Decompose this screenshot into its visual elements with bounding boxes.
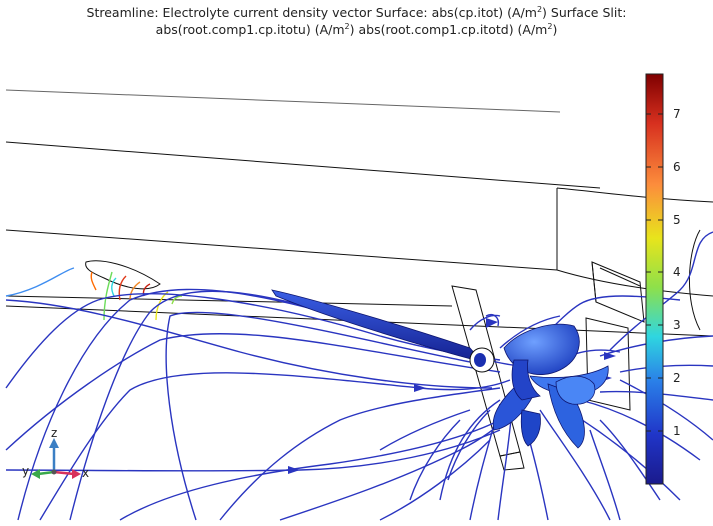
color-legend-tick-label: 3 (673, 318, 681, 332)
y-axis-label: y (22, 464, 29, 478)
x-axis-arrow (53, 470, 75, 476)
title-line2-sup1: 2 (344, 21, 350, 31)
y-axis-arrow (37, 470, 55, 476)
title-line2-sup2: 2 (547, 21, 553, 31)
color-legend-tick-label: 1 (673, 424, 681, 438)
x-axis-label: x (82, 466, 89, 480)
propeller-shaft (271, 289, 484, 363)
shaft-bearing-core (474, 353, 486, 367)
x-axis-head (72, 469, 81, 479)
color-legend-tick-label: 5 (673, 213, 681, 227)
title-line1-b: ) Surface Slit: (542, 5, 627, 20)
axis-triad: z y x (22, 426, 89, 480)
title-line1-a: Streamline: Electrolyte current density … (86, 5, 537, 20)
color-legend-tick-label: 6 (673, 160, 681, 174)
color-legend: 7 6 5 4 3 2 1 (645, 73, 681, 485)
y-axis-head (31, 469, 40, 479)
color-legend-ticks: 7 6 5 4 3 2 1 (646, 107, 681, 438)
title-line2-a: abs(root.comp1.cp.itotu) (A/m (155, 22, 345, 37)
title-line2-b: ) abs(root.comp1.cp.itotd) (A/m (349, 22, 548, 37)
color-legend-bar (645, 73, 664, 485)
color-legend-tick-label: 7 (673, 107, 681, 121)
z-axis-head (49, 438, 59, 448)
propeller (492, 323, 609, 449)
title-line2-c: ) (552, 22, 558, 37)
z-axis-label: z (51, 426, 57, 440)
plot-title: Streamline: Electrolyte current density … (0, 4, 713, 38)
color-legend-tick-label: 4 (673, 265, 681, 279)
fin-hot-streamlines (5, 267, 183, 321)
title-line1-sup: 2 (536, 4, 543, 14)
color-legend-tick-label: 2 (673, 371, 681, 385)
